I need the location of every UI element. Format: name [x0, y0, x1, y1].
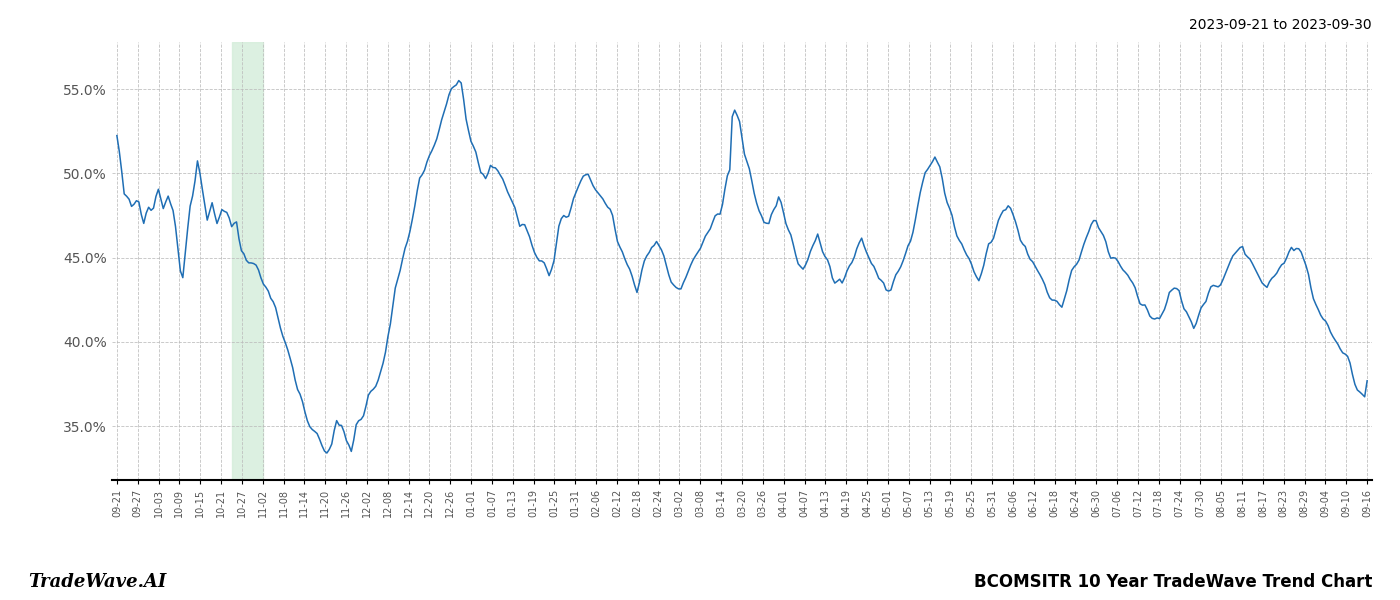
Text: BCOMSITR 10 Year TradeWave Trend Chart: BCOMSITR 10 Year TradeWave Trend Chart: [973, 573, 1372, 591]
Text: 2023-09-21 to 2023-09-30: 2023-09-21 to 2023-09-30: [1190, 18, 1372, 32]
Bar: [231, 42, 263, 480]
Text: TradeWave.AI: TradeWave.AI: [28, 573, 167, 591]
